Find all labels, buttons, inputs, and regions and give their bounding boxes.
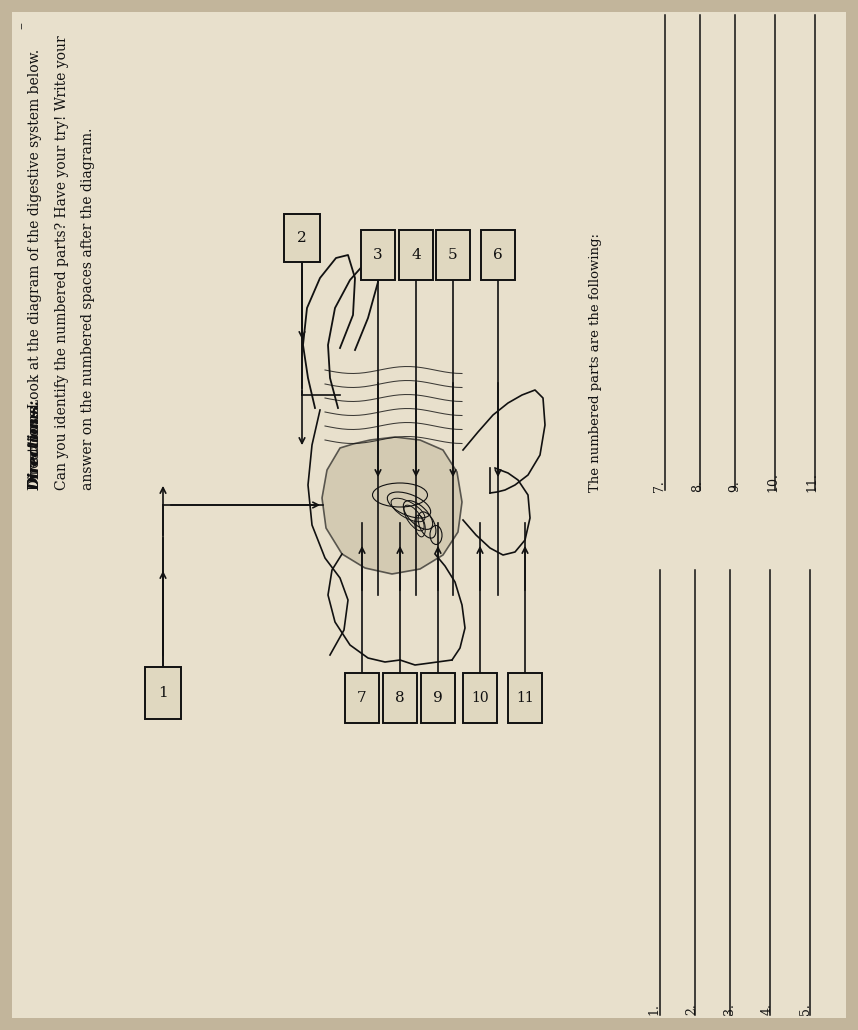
- Text: Directions:: Directions:: [28, 400, 42, 490]
- Text: The numbered parts are the following:: The numbered parts are the following:: [589, 233, 601, 492]
- Text: 5: 5: [448, 248, 458, 262]
- Bar: [284, 214, 320, 262]
- Text: 3: 3: [373, 248, 383, 262]
- Text: 2.: 2.: [686, 1003, 698, 1015]
- Text: 1: 1: [158, 686, 168, 700]
- Bar: [508, 673, 542, 723]
- Text: –: –: [15, 22, 29, 29]
- Text: 4.: 4.: [760, 1003, 774, 1015]
- Text: 7: 7: [357, 691, 367, 705]
- Text: 1.: 1.: [648, 1003, 661, 1015]
- Text: answer on the numbered spaces after the diagram.: answer on the numbered spaces after the …: [81, 128, 95, 490]
- Text: Directions: Look at the diagram of the digestive system below.: Directions: Look at the diagram of the d…: [28, 48, 42, 490]
- Text: 11.: 11.: [806, 472, 819, 492]
- Bar: [436, 230, 470, 280]
- Text: 7.: 7.: [654, 480, 667, 492]
- Text: 3.: 3.: [722, 1003, 735, 1015]
- Text: 2: 2: [297, 231, 307, 245]
- Bar: [463, 673, 497, 723]
- Text: 10.: 10.: [766, 472, 780, 492]
- Text: 8: 8: [396, 691, 405, 705]
- Bar: [421, 673, 455, 723]
- Text: Can you identify the numbered parts? Have your try! Write your: Can you identify the numbered parts? Hav…: [55, 35, 69, 490]
- Text: 10: 10: [471, 691, 489, 705]
- Text: 8.: 8.: [692, 480, 704, 492]
- Bar: [145, 667, 181, 719]
- Bar: [383, 673, 417, 723]
- Text: 5.: 5.: [800, 1003, 813, 1015]
- Bar: [361, 230, 395, 280]
- Text: 6: 6: [493, 248, 503, 262]
- Text: 9: 9: [433, 691, 443, 705]
- Text: Directions:: Directions:: [28, 404, 42, 490]
- Text: 11: 11: [517, 691, 534, 705]
- Text: 4: 4: [411, 248, 421, 262]
- Bar: [481, 230, 515, 280]
- Bar: [399, 230, 433, 280]
- Polygon shape: [322, 437, 462, 574]
- Bar: [345, 673, 379, 723]
- Text: 9.: 9.: [728, 480, 741, 492]
